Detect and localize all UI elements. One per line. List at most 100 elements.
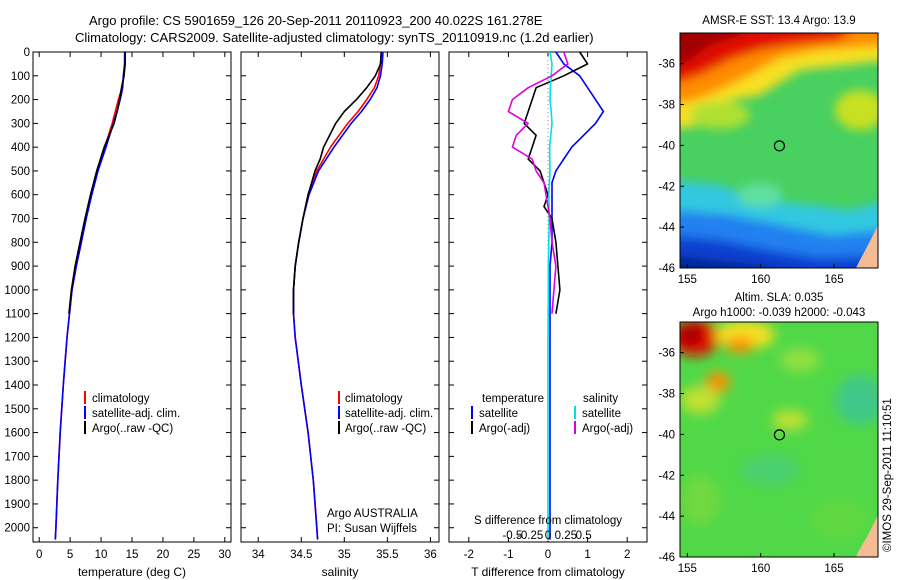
depth-tick-label: 2000 [4,523,30,535]
legend-label-sal-satellite: satellite [582,408,621,420]
depth-tick-label: 1300 [4,356,30,368]
difference-tick-label: 2 [624,549,630,561]
float-operator-annotation: Argo AUSTRALIA [327,508,418,520]
latitude-tick-label: -46 [658,552,675,564]
depth-tick-label: 1200 [4,332,30,344]
legend-label-climatology: climatology [92,393,150,405]
latitude-tick-label: -42 [658,470,675,482]
sst-heatmap [680,33,878,268]
depth-tick-label: 1100 [5,309,30,321]
salinity-tick-label: 34 [252,549,265,561]
temperature-xlabel: temperature (deg C) [78,565,186,579]
salinity-difference-tick-label: 0 [545,530,551,542]
series-line-salinity-satellite [547,51,553,540]
salinity-difference-tick-label: -0.25 [517,530,543,542]
sla-heatmap [680,322,878,557]
temperature-tick-label: 20 [157,549,170,561]
longitude-tick-label: 165 [824,563,843,575]
latitude-tick-label: -40 [658,140,675,152]
difference-panel: -2 -1 0 1 2 temperature salinity satellite A… [448,51,648,579]
sla-map-panel: Altim. SLA: 0.035 Argo h1000: -0.039 h20… [658,292,879,575]
difference-tick-label: -2 [464,549,474,561]
sla-map-ticks: 155 160 165 -36 -38 -40 -42 -44 -46 [658,348,843,575]
latitude-tick-label: -38 [658,100,675,112]
float-pi-annotation: PI: Susan Wijffels [327,523,417,535]
temperature-panel: 0100200300400500600700800900100011001200… [4,47,232,579]
series-line-temperature-satellite [549,51,605,540]
depth-axis-ticks: 0 100 200 300 400 500 600 700 800 900 1000 1100 1200… [4,47,231,535]
salinity-tick-label: 36 [424,549,437,561]
latitude-tick-label: -46 [658,263,675,275]
series-line-argo-raw-qc [68,52,126,314]
latitude-tick-label: -38 [658,389,675,401]
argo-location-marker [773,429,786,441]
legend-title-salinity: salinity [583,393,618,405]
legend-label-argo: Argo(..raw -QC) [345,423,426,435]
depth-tick-label: 0 [24,47,30,59]
figure-title-line2: Climatology: CARS2009. Satellite-adjuste… [75,30,594,45]
longitude-tick-label: 165 [824,274,843,286]
land-mask [856,225,878,268]
sst-map-panel: AMSR-E SST: 13.4 Argo: 13.9 155 160 165 -36… [658,15,879,286]
sst-map-title: AMSR-E SST: 13.4 Argo: 13.9 [702,15,855,27]
difference-tick-label: -1 [503,549,513,561]
salinity-difference-tick-label: -0.5 [502,530,522,542]
salinity-difference-tick-label: 0.5 [576,530,592,542]
salinity-panel: 34 34.5 35 35.5 36 climatology satellite-adj… [240,51,440,579]
legend-label-satellite-adj: satellite-adj. clim. [92,408,180,420]
temperature-tick-label: 5 [67,549,73,561]
salinity-difference-xlabel: S difference from climatology [474,515,622,527]
depth-tick-label: 1900 [4,499,30,511]
latitude-tick-label: -42 [658,181,675,193]
salinity-tick-label: 34.5 [290,549,312,561]
temperature-legend: climatology satellite-adj. clim. Argo(..… [84,391,180,435]
series-line-salinity-argo-adj [507,51,569,314]
legend-label-argo: Argo(..raw -QC) [92,423,173,435]
longitude-tick-label: 155 [678,274,697,286]
salinity-tick-label: 35 [338,549,351,561]
temperature-tick-label: 10 [95,549,108,561]
difference-tick-label: 1 [584,549,590,561]
depth-tick-label: 900 [11,261,30,273]
depth-tick-label: 600 [11,190,30,202]
depth-tick-label: 1700 [4,451,30,463]
temperature-series [54,51,126,540]
depth-tick-label: 1400 [4,380,30,392]
salinity-difference-ticks: -0.5-0.25 0 0.250.5 [502,530,591,542]
sla-map-title-line2: Argo h1000: -0.039 h2000: -0.043 [693,307,866,319]
legend-label-temp-argo: Argo(-adj) [479,423,530,435]
sla-map-frame [679,321,879,558]
temperature-tick-label: 30 [218,549,231,561]
salinity-legend: climatology satellite-adj. clim. Argo(..… [338,391,433,435]
temperature-plot-frame [32,51,232,543]
legend-title-temperature: temperature [482,393,544,405]
depth-tick-label: 200 [11,95,30,107]
series-line-temperature-argo-adj [523,51,589,314]
depth-tick-label: 300 [11,118,30,130]
depth-tick-label: 500 [11,166,30,178]
difference-series [507,51,605,542]
salinity-xlabel: salinity [322,565,359,579]
difference-depth-ticks [449,51,647,529]
sla-map-title-line1: Altim. SLA: 0.035 [735,292,824,304]
argo-location-marker [773,140,786,152]
salinity-series [292,51,384,540]
difference-legend: temperature salinity satellite Argo(-adj… [471,393,633,435]
longitude-tick-label: 155 [678,563,697,575]
longitude-tick-label: 160 [751,274,770,286]
legend-label-satellite-adj: satellite-adj. clim. [345,408,433,420]
legend-label-sal-argo: Argo(-adj) [582,423,633,435]
legend-label-climatology: climatology [345,393,403,405]
depth-tick-label: 1000 [4,285,30,297]
latitude-tick-label: -40 [658,429,675,441]
latitude-tick-label: -36 [658,348,675,360]
sst-map-frame [679,32,879,269]
salinity-tick-label: 35.5 [376,549,398,561]
sst-map-ticks: 155 160 165 -36 -38 -40 -42 -44 -46 [658,59,843,286]
series-line-argo-raw-qc [292,51,383,314]
salinity-difference-tick-label: 0.25 [555,530,577,542]
depth-tick-label: 1800 [4,475,30,487]
longitude-tick-label: 160 [751,563,770,575]
latitude-tick-label: -44 [658,511,675,523]
